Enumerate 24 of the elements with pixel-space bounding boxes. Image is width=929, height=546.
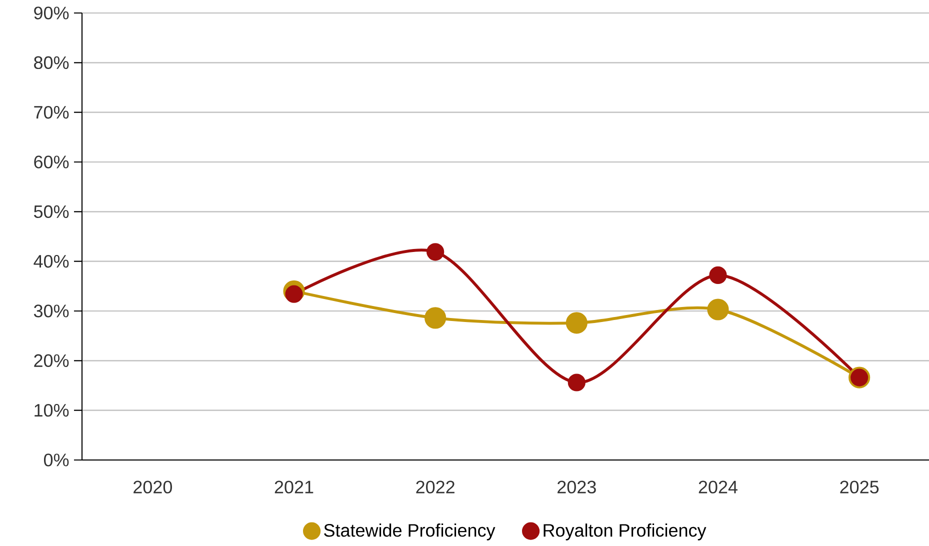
y-tick-label: 60% xyxy=(34,156,69,168)
x-tick-label: 2023 xyxy=(558,480,596,494)
x-tick-label: 2021 xyxy=(274,480,314,494)
point xyxy=(566,312,588,334)
legend-label: Statewide Proficiency xyxy=(324,524,496,540)
x-tick-label: 2024 xyxy=(698,480,738,494)
y-tick-label: 30% xyxy=(34,304,69,318)
point xyxy=(709,266,727,284)
y-tick-label: 50% xyxy=(34,205,69,218)
y-tick-label: 90% xyxy=(34,6,69,20)
y-tick-label: 10% xyxy=(34,404,69,417)
y-tick-label: 40% xyxy=(34,254,69,268)
point xyxy=(426,243,444,261)
point xyxy=(707,298,729,320)
y-tick-label: 0% xyxy=(44,454,69,466)
point xyxy=(568,374,586,392)
point xyxy=(424,307,446,329)
y-tick-label: 20% xyxy=(34,354,69,368)
x-tick-label: 2022 xyxy=(416,480,454,494)
y-tick-label: 70% xyxy=(34,106,69,119)
x-tick-label: 2025 xyxy=(840,480,879,494)
x-tick-label: 2020 xyxy=(134,480,172,494)
legend-label: Royalton Proficiency xyxy=(544,524,706,540)
y-tick-label: 80% xyxy=(34,56,69,70)
